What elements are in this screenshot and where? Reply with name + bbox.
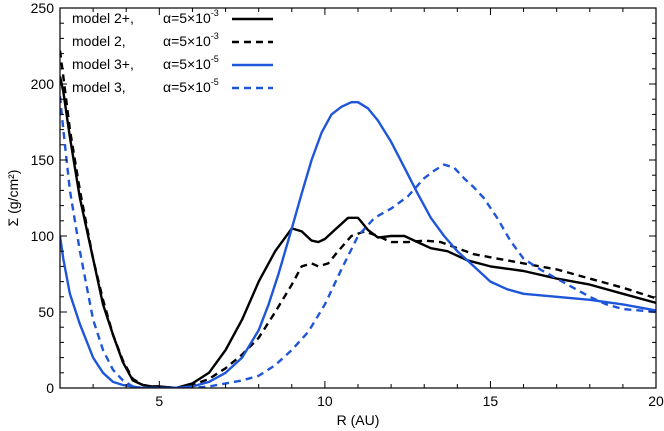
series-line-2 bbox=[60, 50, 656, 388]
legend: model 2+, α=5×10-3 model 2, α=5×10-3 model 3… bbox=[72, 8, 273, 95]
legend-label: model 3+, bbox=[72, 56, 134, 72]
legend-alpha-exponent: -3 bbox=[211, 8, 219, 18]
legend-label: model 2+, bbox=[72, 10, 134, 26]
y-tick-label: 0 bbox=[46, 380, 54, 396]
x-axis-title: R (AU) bbox=[337, 412, 380, 428]
y-tick-label: 50 bbox=[38, 304, 54, 320]
x-tick-label: 15 bbox=[483, 393, 499, 409]
y-tick-label: 100 bbox=[31, 228, 55, 244]
series-line-4 bbox=[60, 96, 656, 388]
plot-frame bbox=[59, 7, 657, 389]
y-axis-title: Σ (g/cm²) bbox=[5, 170, 21, 227]
series-line-3 bbox=[60, 101, 656, 388]
y-tick-label: 200 bbox=[31, 76, 55, 92]
y-tick-label: 150 bbox=[31, 152, 55, 168]
legend-alpha: α=5×10-5 bbox=[163, 54, 219, 72]
legend-alpha: α=5×10-3 bbox=[163, 8, 219, 26]
series-layer bbox=[60, 50, 656, 388]
legend-alpha-exponent: -5 bbox=[211, 54, 219, 64]
x-tick-label: 10 bbox=[317, 393, 333, 409]
legend-alpha-exponent: -3 bbox=[211, 31, 219, 41]
legend-alpha: α=5×10-3 bbox=[163, 31, 219, 49]
legend-label: model 2, bbox=[72, 33, 126, 49]
legend-label: model 3, bbox=[72, 79, 126, 95]
y-tick-label: 250 bbox=[31, 0, 55, 16]
legend-alpha-exponent: -5 bbox=[211, 77, 219, 87]
legend-alpha: α=5×10-5 bbox=[163, 77, 219, 95]
series-line-1 bbox=[60, 76, 656, 388]
x-tick-label: 5 bbox=[155, 393, 163, 409]
x-tick-label: 20 bbox=[648, 393, 664, 409]
